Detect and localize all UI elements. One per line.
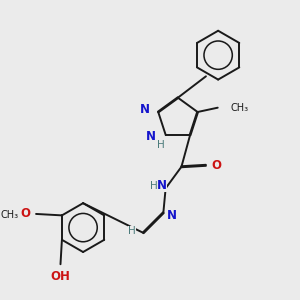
Text: H: H: [150, 181, 158, 191]
Text: O: O: [212, 159, 222, 172]
Text: N: N: [140, 103, 150, 116]
Text: N: N: [167, 208, 177, 221]
Text: CH₃: CH₃: [0, 210, 18, 220]
Text: N: N: [157, 179, 167, 193]
Text: CH₃: CH₃: [231, 103, 249, 113]
Text: O: O: [20, 207, 30, 220]
Text: N: N: [146, 130, 156, 143]
Text: H: H: [128, 226, 136, 236]
Text: H: H: [157, 140, 165, 150]
Text: OH: OH: [50, 270, 70, 283]
